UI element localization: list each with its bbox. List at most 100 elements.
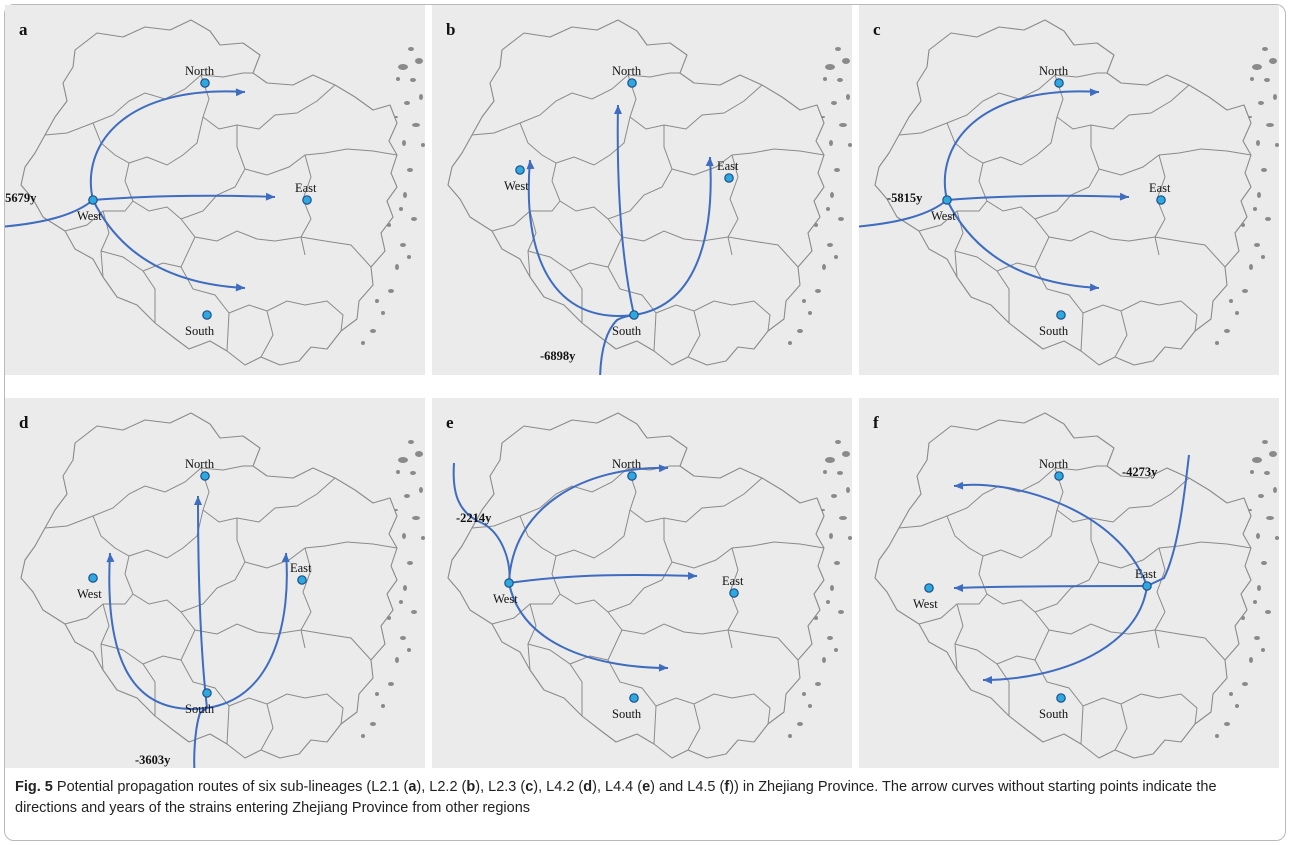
region-label-east: East (290, 561, 312, 575)
node-west (504, 578, 514, 588)
island (835, 440, 841, 444)
island (394, 116, 398, 118)
island (848, 143, 852, 147)
island (834, 648, 838, 652)
island (403, 585, 407, 591)
caption-label: Fig. 5 (15, 779, 53, 795)
province-outline (447, 19, 825, 366)
arrowhead (687, 571, 697, 580)
island (1258, 494, 1264, 498)
map-svg-b: North East West South -6898y b (446, 19, 852, 375)
island (839, 123, 847, 127)
island (1250, 77, 1254, 81)
node-west (88, 195, 98, 205)
node-south (1056, 693, 1066, 703)
island (408, 440, 414, 444)
node-east (724, 173, 734, 183)
city-boundary (180, 266, 230, 352)
island (1269, 451, 1277, 457)
routes (526, 104, 714, 375)
region-label-south: South (185, 702, 215, 716)
city-boundary (727, 154, 739, 256)
arrowhead (1089, 88, 1099, 97)
island (388, 682, 394, 686)
entry-route (1146, 454, 1190, 587)
island (415, 451, 423, 457)
island (410, 78, 416, 82)
panel-letter: c (873, 20, 881, 39)
arrowhead (526, 160, 535, 170)
city-boundary (1154, 547, 1166, 649)
route-east-to-southwest (982, 585, 1148, 681)
route-south-to-north (197, 495, 208, 709)
island (788, 734, 792, 738)
island (823, 470, 827, 474)
arrowhead (954, 584, 963, 592)
island (375, 299, 379, 303)
region-label-north: North (612, 64, 642, 78)
arrowhead (194, 496, 202, 505)
city-boundary (180, 218, 372, 268)
region-label-south: South (1039, 324, 1069, 338)
city-boundary (1098, 148, 1252, 176)
island (829, 140, 833, 146)
island (381, 311, 385, 315)
caption-text-12: )) in Zhejiang Province. The arrow curve… (15, 779, 1217, 816)
route-west-to-east (92, 194, 276, 201)
node-west (924, 583, 934, 593)
island (411, 217, 417, 221)
island (1264, 78, 1270, 82)
arrowhead (281, 553, 290, 563)
entry-route (452, 462, 511, 584)
node-south (629, 693, 639, 703)
island (831, 101, 837, 105)
province-outline (20, 412, 398, 759)
island (1215, 341, 1219, 345)
island (412, 516, 420, 520)
node-east (1156, 195, 1166, 205)
city-boundary (519, 122, 609, 220)
panel-letter: a (19, 20, 28, 39)
region-label-west: West (931, 209, 956, 223)
city-boundary (627, 74, 763, 130)
arrowhead (705, 157, 714, 167)
route-west-to-south (92, 199, 246, 289)
island (404, 494, 410, 498)
city-boundary (180, 518, 246, 613)
island (1257, 585, 1261, 591)
city-boundary (607, 659, 657, 745)
city-boundary (300, 547, 312, 649)
city-boundary (1034, 518, 1100, 613)
island (412, 123, 420, 127)
node-south (1056, 310, 1066, 320)
island (834, 561, 840, 565)
node-north (200, 471, 210, 481)
island (1224, 329, 1230, 333)
island (1256, 140, 1260, 146)
region-label-west: West (913, 597, 938, 611)
island (403, 192, 407, 198)
island (838, 610, 844, 614)
node-north (200, 78, 210, 88)
city-boundary (471, 72, 680, 136)
island (419, 94, 423, 100)
city-boundary (555, 509, 631, 559)
island (814, 616, 818, 620)
city-boundary (471, 465, 680, 529)
node-west (88, 573, 98, 583)
caption-text-11: f (724, 779, 730, 795)
island (1242, 289, 1248, 293)
map-panel-d: North East West South -3603y d (5, 398, 425, 768)
island (398, 64, 408, 70)
region-label-south: South (185, 324, 215, 338)
island (375, 692, 379, 696)
island (381, 704, 385, 708)
city-boundary (1034, 659, 1084, 745)
city-boundary (607, 518, 673, 613)
island (797, 329, 803, 333)
node-south (202, 688, 212, 698)
node-east (729, 588, 739, 598)
city-boundary (569, 236, 623, 272)
route-south-to-west (527, 159, 635, 317)
map-svg-a: North East West South -5679y a (5, 19, 425, 366)
